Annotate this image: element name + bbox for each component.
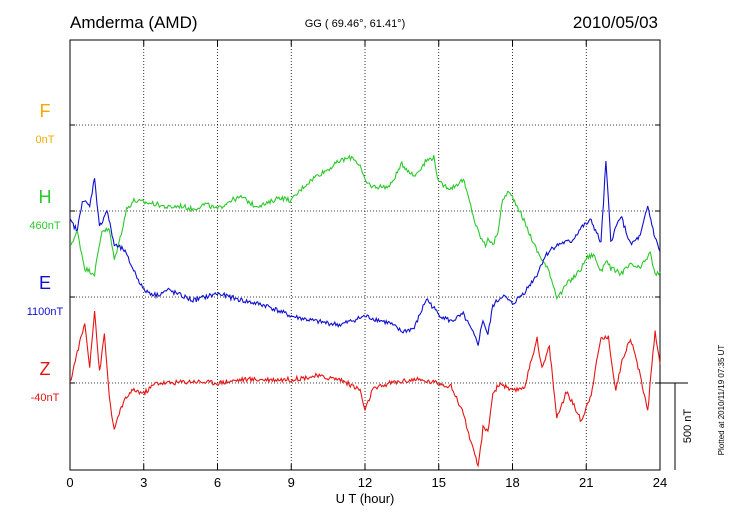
series-line-E (69, 160, 661, 346)
coords-label: GG ( 69.46°, 61.41°) (305, 18, 406, 30)
plot-frame (69, 39, 661, 471)
baseline-label-F: 0nT (36, 134, 55, 146)
x-tick-label: 6 (214, 475, 221, 490)
scale-bar: 500 nT (660, 382, 694, 470)
x-axis: 0 3 6 9 12 15 18 21 24 (66, 40, 667, 490)
grid (70, 40, 660, 470)
x-tick-label: 21 (579, 475, 593, 490)
baseline-label-Z: -40nT (31, 392, 60, 404)
date-label: 2010/05/03 (573, 13, 658, 32)
plotted-note: Plotted at 2010/11/19 07:35 UT (717, 345, 726, 456)
x-tick-label: 24 (653, 475, 667, 490)
x-tick-label: 18 (505, 475, 519, 490)
x-tick-label: 15 (432, 475, 446, 490)
component-label-H: H (39, 187, 52, 207)
baseline-label-H: 460nT (29, 220, 60, 232)
x-tick-label: 3 (140, 475, 147, 490)
scale-bar-label: 500 nT (682, 409, 694, 444)
component-label-F: F (40, 101, 51, 121)
baseline-label-E: 1100nT (27, 306, 64, 318)
x-tick-label: 0 (66, 475, 73, 490)
component-label-Z: Z (40, 359, 51, 379)
x-tick-label: 12 (358, 475, 372, 490)
x-axis-title: U T (hour) (336, 491, 395, 506)
component-labels: F 0nT H 460nT E 1100nT Z -40nT (27, 101, 64, 404)
x-tick-label: 9 (288, 475, 295, 490)
station-title: Amderma (AMD) (70, 13, 198, 32)
component-label-E: E (39, 273, 51, 293)
series-line-Z (69, 311, 661, 468)
series-lines (69, 154, 661, 468)
series-line-H (69, 154, 661, 300)
